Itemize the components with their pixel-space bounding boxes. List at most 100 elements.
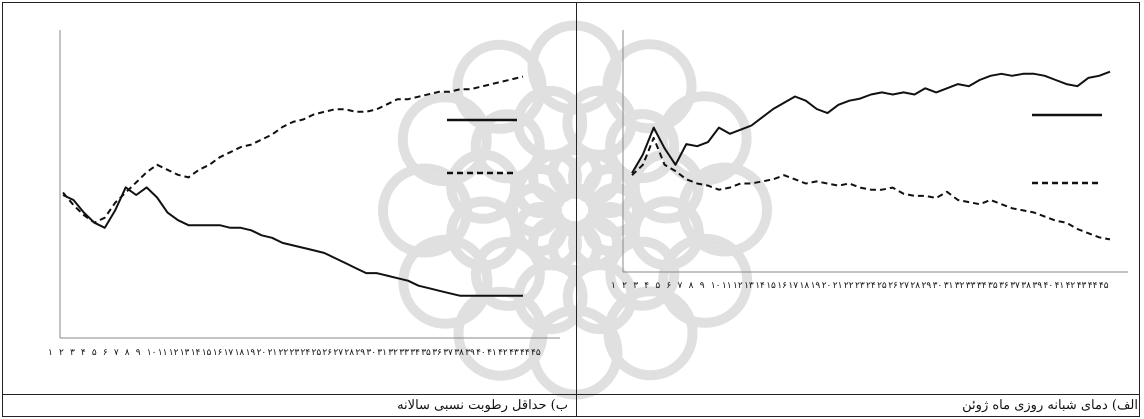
x-tick-label: ۲۵ bbox=[877, 281, 887, 291]
data-point bbox=[260, 138, 262, 140]
chart-right-svg: ۱ ۲ ۳ ۴ ۵ ۶ ۷ ۸ ۹ ۱۰ ۱۱ ۱۲ ۱۳ ۱۴ ۱۵ ۱۶ ۱۷ ۱۸ ۱۹ ۲۰ ۲۱ ۲۲ ۲۳ ۲۴ ۲… bbox=[611, 30, 1128, 291]
data-point bbox=[772, 178, 774, 180]
x-tick-label: ۴۳ bbox=[1077, 281, 1087, 291]
data-point bbox=[145, 171, 147, 173]
x-tick-label: ۲۳ bbox=[290, 348, 300, 358]
x-tick-label: ۲۷ bbox=[333, 348, 343, 358]
data-point bbox=[707, 141, 709, 143]
x-tick-label: ۱۶ bbox=[777, 281, 787, 291]
data-point bbox=[240, 146, 242, 148]
data-point bbox=[375, 108, 377, 110]
data-point bbox=[989, 75, 991, 77]
data-point bbox=[501, 80, 503, 82]
data-point bbox=[783, 102, 785, 104]
data-point bbox=[250, 143, 252, 145]
data-point bbox=[1044, 215, 1046, 217]
data-point bbox=[104, 227, 106, 229]
data-point bbox=[761, 116, 763, 118]
x-tick-label: ۳۸ bbox=[454, 348, 464, 358]
x-tick-label: ۳۷ bbox=[1010, 281, 1020, 291]
data-point bbox=[313, 113, 315, 115]
chart-right: ۱ ۲ ۳ ۴ ۵ ۶ ۷ ۸ ۹ ۱۰ ۱۱ ۱۲ ۱۳ ۱۴ ۱۵ ۱۶ ۱۷ ۱۸ ۱۹ ۲۰ ۲۱ ۲۲ ۲۳ ۲۴ ۲… bbox=[578, 3, 1138, 393]
data-point bbox=[407, 98, 409, 100]
x-tick-label: ۲۰ bbox=[257, 348, 267, 358]
data-point bbox=[1076, 228, 1078, 230]
x-tick-label: ۶ bbox=[103, 348, 108, 358]
x-tick-label: ۲ bbox=[59, 348, 64, 358]
data-point bbox=[334, 108, 336, 110]
data-point bbox=[386, 274, 388, 276]
x-tick-label: ۲ bbox=[622, 281, 627, 291]
x-tick-label: ۳۲ bbox=[388, 348, 398, 358]
data-point bbox=[459, 295, 461, 297]
data-point bbox=[344, 108, 346, 110]
data-point bbox=[375, 272, 377, 274]
data-point bbox=[459, 88, 461, 90]
data-point bbox=[198, 169, 200, 171]
x-tick-label: ۱۰ bbox=[711, 281, 721, 291]
x-tick-label: ۷ bbox=[114, 348, 119, 358]
data-point bbox=[729, 133, 731, 135]
data-point bbox=[470, 88, 472, 90]
chart-left-svg: ۱ ۲ ۳ ۴ ۵ ۶ ۷ ۸ ۹ ۱۰ ۱۱ ۱۲ ۱۳ ۱۴ ۱۵ ۱۶ ۱۷ ۱۸ ۱۹ ۲۰ ۲۱ ۲۲ ۲۳ ۲۴ ۲… bbox=[48, 30, 560, 358]
data-point bbox=[114, 209, 116, 211]
data-point bbox=[449, 91, 451, 93]
x-tick-label: ۲۸ bbox=[910, 281, 920, 291]
data-point bbox=[438, 91, 440, 93]
data-point bbox=[470, 295, 472, 297]
data-point bbox=[1011, 207, 1013, 209]
data-point bbox=[177, 174, 179, 176]
data-point bbox=[271, 133, 273, 135]
data-point bbox=[794, 95, 796, 97]
x-tick-label: ۲۸ bbox=[344, 348, 354, 358]
data-point bbox=[511, 295, 513, 297]
x-tick-label: ۱۳ bbox=[180, 348, 190, 358]
data-point bbox=[642, 164, 644, 166]
data-point bbox=[718, 126, 720, 128]
x-tick-label: ۴۲ bbox=[498, 348, 508, 358]
data-point bbox=[240, 227, 242, 229]
x-tick-label: ۴۰ bbox=[476, 348, 486, 358]
data-point bbox=[924, 195, 926, 197]
data-point bbox=[653, 137, 655, 139]
data-point bbox=[83, 211, 85, 213]
data-point bbox=[989, 199, 991, 201]
data-point bbox=[166, 211, 168, 213]
data-point bbox=[946, 87, 948, 89]
data-point bbox=[902, 91, 904, 93]
x-tick-label: ۱۲ bbox=[169, 348, 179, 358]
data-point bbox=[642, 153, 644, 155]
x-tick-label: ۳۳ bbox=[966, 281, 976, 291]
series-line-dashed bbox=[62, 75, 524, 224]
column-divider bbox=[576, 2, 577, 417]
data-point bbox=[870, 93, 872, 95]
x-tick-label: ۳۸ bbox=[1021, 281, 1031, 291]
x-tick-label: ۴۱ bbox=[1055, 281, 1065, 291]
data-point bbox=[449, 292, 451, 294]
data-point bbox=[924, 87, 926, 89]
data-point bbox=[219, 156, 221, 158]
x-tick-label: ۳ bbox=[633, 281, 638, 291]
data-point bbox=[386, 103, 388, 105]
x-tick-label: ۲۱ bbox=[833, 281, 843, 291]
data-point bbox=[250, 229, 252, 231]
x-tick-label: ۱۲ bbox=[733, 281, 743, 291]
data-point bbox=[707, 184, 709, 186]
data-point bbox=[696, 182, 698, 184]
x-tick-label: ۴ bbox=[644, 281, 649, 291]
data-point bbox=[957, 83, 959, 85]
data-point bbox=[1022, 73, 1024, 75]
data-point bbox=[1087, 232, 1089, 234]
data-point bbox=[281, 126, 283, 128]
x-tick-label: ۴۰ bbox=[1044, 281, 1054, 291]
data-point bbox=[501, 295, 503, 297]
data-point bbox=[177, 219, 179, 221]
data-point bbox=[881, 91, 883, 93]
data-point bbox=[1109, 71, 1111, 73]
x-tick-label: ۴۴ bbox=[1088, 281, 1098, 291]
data-point bbox=[522, 75, 524, 77]
data-point bbox=[72, 204, 74, 206]
data-point bbox=[870, 189, 872, 191]
x-tick-label: ۳۴ bbox=[977, 281, 987, 291]
x-tick-label: ۷ bbox=[678, 281, 683, 291]
